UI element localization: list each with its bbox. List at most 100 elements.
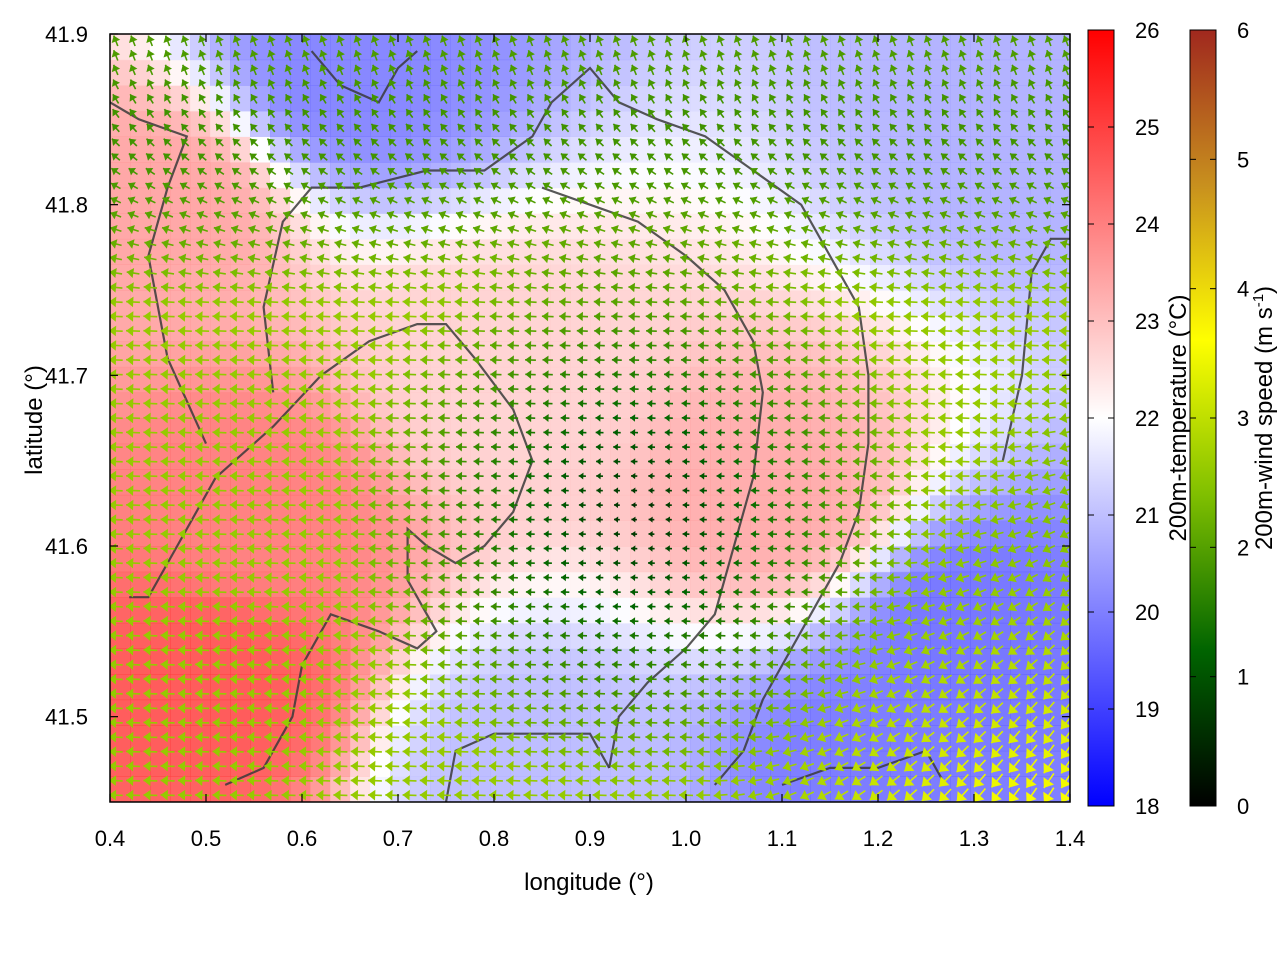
heat-cell	[430, 315, 451, 342]
heat-cell	[210, 750, 231, 777]
heat-cell	[290, 750, 311, 777]
heat-cell	[630, 392, 651, 419]
heat-cell	[770, 392, 791, 419]
heat-cell	[550, 213, 571, 240]
heat-cell	[550, 315, 571, 342]
heat-cell	[170, 315, 191, 342]
heat-cell	[690, 648, 711, 675]
heat-cell	[470, 162, 491, 189]
heat-cell	[470, 494, 491, 521]
heat-cell	[650, 622, 671, 649]
heat-cell	[830, 59, 851, 86]
heat-cell	[770, 418, 791, 445]
heat-cell	[470, 290, 491, 317]
heat-cell	[950, 213, 971, 240]
heat-cell	[350, 648, 371, 675]
heat-cell	[830, 110, 851, 137]
heat-cell	[290, 213, 311, 240]
heat-cell	[790, 750, 811, 777]
heat-cell	[710, 469, 731, 496]
heat-cell	[770, 443, 791, 470]
heat-cell	[350, 110, 371, 137]
heat-cell	[230, 418, 251, 445]
heat-cell	[690, 264, 711, 291]
heat-cell	[890, 546, 911, 573]
heat-cell	[510, 443, 531, 470]
heat-cell	[410, 750, 431, 777]
heat-cell	[710, 494, 731, 521]
heat-cell	[510, 264, 531, 291]
heat-cell	[670, 315, 691, 342]
heat-cell	[210, 546, 231, 573]
wind-colorbar-label-main: 200m-wind speed (m s	[1251, 307, 1278, 550]
heat-cell	[590, 315, 611, 342]
heat-cell	[690, 571, 711, 598]
heat-cell	[630, 418, 651, 445]
heat-cell	[890, 136, 911, 163]
heat-cell	[310, 136, 331, 163]
heat-cell	[470, 315, 491, 342]
heat-cell	[790, 418, 811, 445]
heat-cell	[850, 392, 871, 419]
heat-cell	[730, 315, 751, 342]
heat-cell	[990, 34, 1011, 61]
heat-cell	[210, 136, 231, 163]
heat-cell	[910, 59, 931, 86]
heat-cell	[270, 494, 291, 521]
heat-cell	[430, 213, 451, 240]
heat-cell	[930, 315, 951, 342]
heat-cell	[590, 443, 611, 470]
heat-cell	[170, 187, 191, 214]
heat-cell	[630, 59, 651, 86]
heat-cell	[530, 622, 551, 649]
heat-cell	[810, 315, 831, 342]
heat-cell	[570, 571, 591, 598]
heat-cell	[1050, 469, 1070, 496]
y-tick-label: 41.7	[45, 363, 88, 388]
heat-cell	[450, 34, 471, 61]
heat-cell	[1050, 315, 1070, 342]
heat-cell	[550, 674, 571, 701]
x-tick-label: 0.4	[95, 826, 126, 851]
heat-cell	[470, 34, 491, 61]
heat-cell	[690, 443, 711, 470]
heat-cell	[350, 418, 371, 445]
colorbar-tick-label: 24	[1135, 212, 1159, 237]
wind-colorbar: 0 1 2 3 4 5 6 200m-wind speed (m s-1)	[1189, 18, 1278, 819]
heat-cell	[230, 85, 251, 112]
heat-cell	[670, 418, 691, 445]
heat-cell	[370, 187, 391, 214]
heat-cell	[730, 546, 751, 573]
heat-cell	[630, 546, 651, 573]
heat-cell	[210, 34, 231, 61]
heat-cell	[250, 85, 271, 112]
heat-cell	[610, 110, 631, 137]
heat-cell	[730, 674, 751, 701]
heat-cell	[970, 264, 991, 291]
heat-cell	[150, 750, 171, 777]
heat-cell	[730, 85, 751, 112]
heat-cell	[1050, 622, 1070, 649]
heat-cell	[770, 725, 791, 752]
heat-cell	[230, 187, 251, 214]
heat-cell	[890, 622, 911, 649]
temperature-colorbar-label: 200m-temperature (°C)	[1165, 294, 1192, 541]
heat-cell	[610, 290, 631, 317]
heat-cell	[570, 59, 591, 86]
heat-cell	[550, 110, 571, 137]
heat-cell	[430, 392, 451, 419]
heat-cell	[210, 290, 231, 317]
heat-cell	[210, 238, 231, 265]
heat-cell	[930, 110, 951, 137]
heat-cell	[390, 597, 411, 624]
heat-cell	[990, 85, 1011, 112]
heat-cell	[350, 213, 371, 240]
heat-cell	[530, 213, 551, 240]
heat-cell	[290, 85, 311, 112]
heat-cell	[470, 648, 491, 675]
heat-cell	[610, 571, 631, 598]
heat-cell	[510, 315, 531, 342]
colorbar-tick-label: 22	[1135, 406, 1159, 431]
heat-cell	[890, 699, 911, 726]
